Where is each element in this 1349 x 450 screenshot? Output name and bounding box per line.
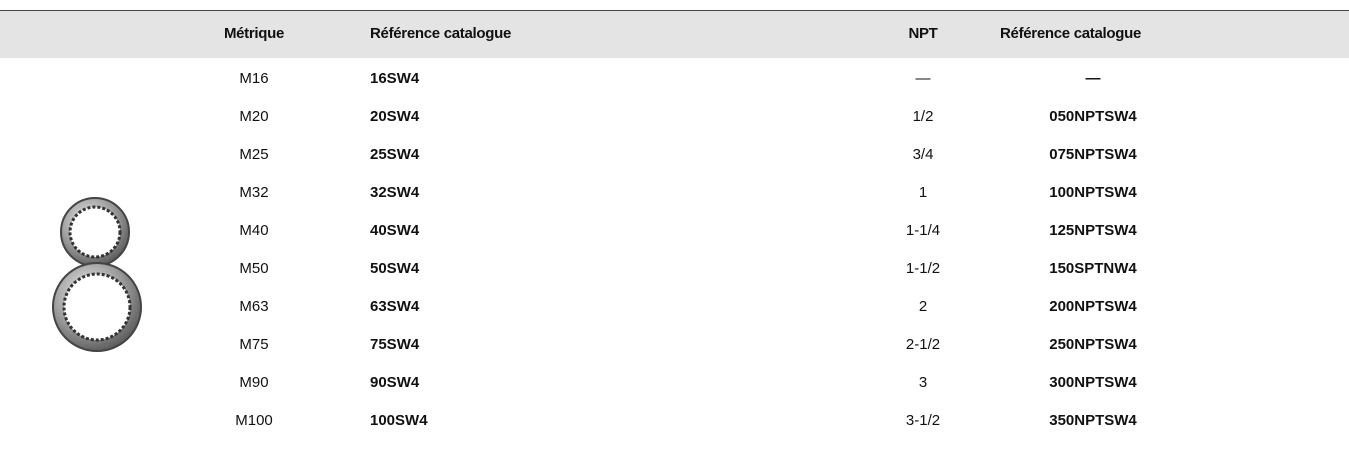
- table-cell: 1-1/2: [906, 259, 940, 279]
- table-cell: 1: [919, 183, 927, 203]
- table-cell: 100SW4: [370, 411, 428, 431]
- table-cell: 2-1/2: [906, 335, 940, 355]
- table-cell: M32: [239, 183, 268, 203]
- table-cell: 250NPTSW4: [1049, 335, 1137, 355]
- table-cell: 350NPTSW4: [1049, 411, 1137, 431]
- table-cell: 150SPTNW4: [1049, 259, 1137, 279]
- table-cell: 40SW4: [370, 221, 419, 241]
- table-cell: 20SW4: [370, 107, 419, 127]
- table-cell: M40: [239, 221, 268, 241]
- table-cell: M90: [239, 373, 268, 393]
- table-cell: 050NPTSW4: [1049, 107, 1137, 127]
- table-cell: 90SW4: [370, 373, 419, 393]
- table-cell: M50: [239, 259, 268, 279]
- washer-image: [42, 192, 152, 352]
- table-cell: 2: [919, 297, 927, 317]
- table-cell: 100NPTSW4: [1049, 183, 1137, 203]
- table-cell: —: [1086, 69, 1101, 89]
- column-header: Référence catalogue: [1000, 24, 1141, 44]
- table-cell: M20: [239, 107, 268, 127]
- table-cell: 125NPTSW4: [1049, 221, 1137, 241]
- table-cell: M16: [239, 69, 268, 89]
- table-cell: M25: [239, 145, 268, 165]
- table-cell: 16SW4: [370, 69, 419, 89]
- table-cell: 3/4: [913, 145, 934, 165]
- table-cell: 3-1/2: [906, 411, 940, 431]
- column-header: Métrique: [224, 24, 284, 44]
- table-cell: 32SW4: [370, 183, 419, 203]
- table-cell: M100: [235, 411, 273, 431]
- table-cell: 75SW4: [370, 335, 419, 355]
- table-cell: 300NPTSW4: [1049, 373, 1137, 393]
- table-cell: 25SW4: [370, 145, 419, 165]
- column-header: Référence catalogue: [370, 24, 511, 44]
- column-header: NPT: [908, 24, 937, 44]
- table-cell: M63: [239, 297, 268, 317]
- table-cell: 50SW4: [370, 259, 419, 279]
- table-cell: 075NPTSW4: [1049, 145, 1137, 165]
- table-cell: M75: [239, 335, 268, 355]
- table-cell: —: [916, 69, 931, 89]
- table-cell: 3: [919, 373, 927, 393]
- table-cell: 200NPTSW4: [1049, 297, 1137, 317]
- page: Métrique Référence catalogue NPT Référence …: [0, 0, 1349, 450]
- table-header: [0, 10, 1349, 58]
- table-cell: 1-1/4: [906, 221, 940, 241]
- table-cell: 1/2: [913, 107, 934, 127]
- table-cell: 63SW4: [370, 297, 419, 317]
